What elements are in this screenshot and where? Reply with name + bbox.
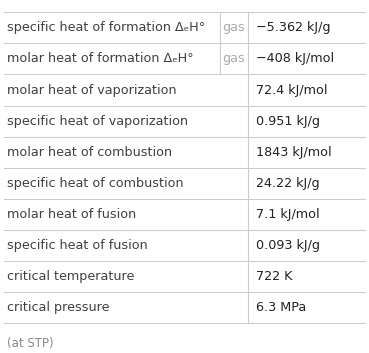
Text: −5.362 kJ/g: −5.362 kJ/g <box>256 22 331 34</box>
Text: molar heat of combustion: molar heat of combustion <box>7 146 172 158</box>
Text: gas: gas <box>222 22 245 34</box>
Text: critical temperature: critical temperature <box>7 270 135 283</box>
Text: 1843 kJ/mol: 1843 kJ/mol <box>256 146 332 158</box>
Text: −408 kJ/mol: −408 kJ/mol <box>256 53 335 65</box>
Text: molar heat of fusion: molar heat of fusion <box>7 208 137 221</box>
Text: specific heat of fusion: specific heat of fusion <box>7 239 148 252</box>
Text: 24.22 kJ/g: 24.22 kJ/g <box>256 177 320 190</box>
Text: molar heat of formation ΔₑH°: molar heat of formation ΔₑH° <box>7 53 194 65</box>
Text: specific heat of formation ΔₑH°: specific heat of formation ΔₑH° <box>7 22 206 34</box>
Text: specific heat of combustion: specific heat of combustion <box>7 177 184 190</box>
Text: 722 K: 722 K <box>256 270 293 283</box>
Text: 0.093 kJ/g: 0.093 kJ/g <box>256 239 320 252</box>
Text: 7.1 kJ/mol: 7.1 kJ/mol <box>256 208 320 221</box>
Text: (at STP): (at STP) <box>7 337 54 350</box>
Text: critical pressure: critical pressure <box>7 301 110 314</box>
Text: 72.4 kJ/mol: 72.4 kJ/mol <box>256 84 328 96</box>
Text: 0.951 kJ/g: 0.951 kJ/g <box>256 115 320 127</box>
Text: molar heat of vaporization: molar heat of vaporization <box>7 84 177 96</box>
Text: gas: gas <box>222 53 245 65</box>
Text: 6.3 MPa: 6.3 MPa <box>256 301 307 314</box>
Text: specific heat of vaporization: specific heat of vaporization <box>7 115 189 127</box>
